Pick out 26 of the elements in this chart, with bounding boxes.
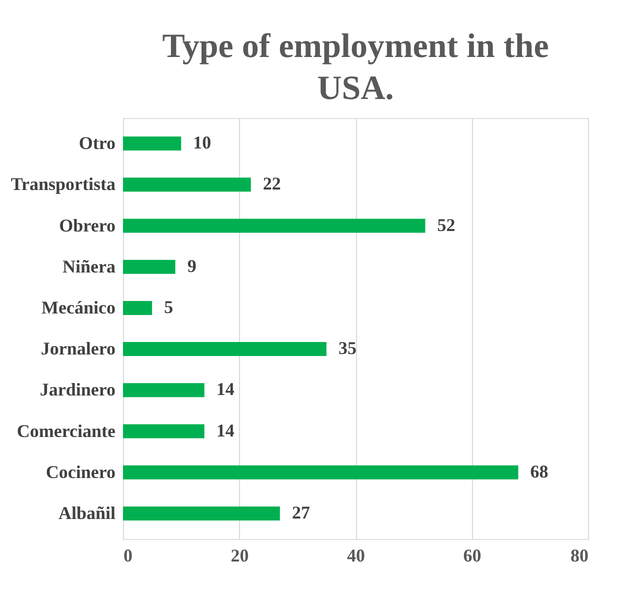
y-tick-label: Transportista <box>10 174 116 194</box>
data-label: 5 <box>164 296 174 317</box>
x-tick-label: 60 <box>463 546 482 566</box>
data-label: 22 <box>262 174 281 194</box>
x-tick-label: 80 <box>570 546 588 566</box>
data-label: 27 <box>292 502 310 522</box>
data-label: 52 <box>437 214 456 235</box>
data-label: 14 <box>216 420 234 440</box>
data-label: 14 <box>216 379 234 400</box>
data-label: 9 <box>187 256 196 276</box>
data-label: 68 <box>530 461 548 482</box>
data-label: 35 <box>338 338 356 358</box>
y-tick-label: Jornalero <box>40 338 116 359</box>
y-tick-label: Comerciante <box>16 420 116 441</box>
y-tick-label: Obrero <box>59 215 116 236</box>
x-tick-label: 0 <box>124 546 132 566</box>
y-tick-label: Niñera <box>62 256 116 276</box>
data-label: 10 <box>193 132 212 153</box>
chart-title: Type of employment in the USA. <box>162 28 549 107</box>
y-tick-label: Otro <box>78 133 116 154</box>
y-tick-label: Mecánico <box>42 297 116 318</box>
x-tick-label: 40 <box>347 546 365 566</box>
y-tick-label: Jardinero <box>40 380 116 400</box>
y-tick-label: Albañil <box>58 502 116 523</box>
x-tick-label: 20 <box>230 546 249 566</box>
y-tick-label: Cocinero <box>46 462 116 482</box>
